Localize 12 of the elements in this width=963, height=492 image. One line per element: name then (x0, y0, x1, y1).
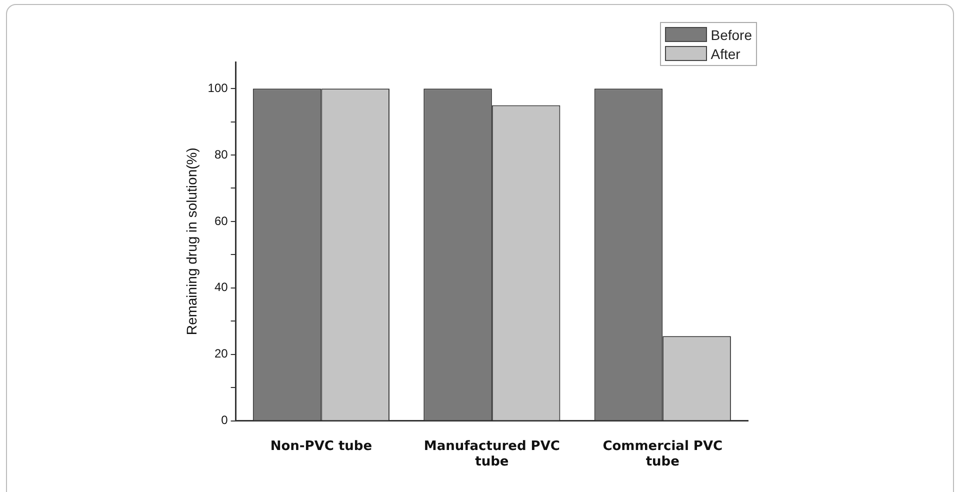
legend-label: After (710, 46, 740, 62)
y-tick-label: 80 (214, 147, 228, 162)
y-tick-label: 20 (214, 346, 228, 361)
x-tick-label: Commercial PVC tube (602, 438, 723, 470)
x-tick-label: Manufactured PVC tube (424, 438, 560, 470)
y-tick-label: 60 (214, 214, 228, 228)
y-tick-label: 40 (214, 280, 228, 294)
y-tick-label: 0 (221, 413, 228, 428)
legend-label: Before (710, 26, 752, 42)
y-axis-title: Remaining drug in solution(%) (183, 148, 200, 336)
y-tick-label: 100 (208, 80, 228, 95)
x-tick-label: Non-PVC tube (270, 438, 372, 454)
